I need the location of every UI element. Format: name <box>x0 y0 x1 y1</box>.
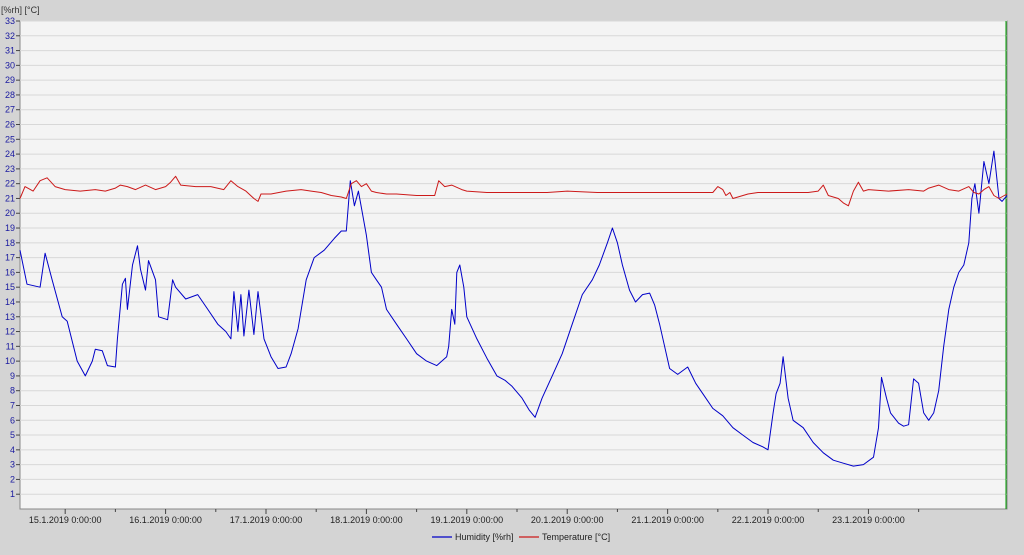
y-tick-label: 4 <box>10 445 15 455</box>
temperature-series-line <box>19 175 1008 207</box>
plot-area <box>19 20 1008 510</box>
y-tick-label: 21 <box>5 193 15 203</box>
y-axis: 1234567891011121314151617181920212223242… <box>5 16 20 499</box>
legend-label: Humidity [%rh] <box>455 532 514 542</box>
y-tick-label: 32 <box>5 31 15 41</box>
grid-lines <box>20 20 1007 495</box>
humidity-series-line <box>19 150 1008 467</box>
y-tick-label: 8 <box>10 386 15 396</box>
x-tick-label: 22.1.2019 0:00:00 <box>732 515 805 525</box>
y-tick-label: 3 <box>10 460 15 470</box>
x-tick-label: 19.1.2019 0:00:00 <box>431 515 504 525</box>
legend-item-temperature: Temperature [°C] <box>519 532 610 542</box>
y-tick-label: 20 <box>5 208 15 218</box>
y-tick-label: 1 <box>10 489 15 499</box>
y-axis-label: [%rh] [°C] <box>1 5 40 15</box>
y-tick-label: 23 <box>5 164 15 174</box>
y-tick-label: 18 <box>5 238 15 248</box>
x-tick-label: 21.1.2019 0:00:00 <box>631 515 704 525</box>
y-tick-label: 28 <box>5 90 15 100</box>
y-tick-label: 26 <box>5 120 15 130</box>
y-tick-label: 30 <box>5 60 15 70</box>
y-tick-label: 13 <box>5 312 15 322</box>
y-tick-label: 14 <box>5 297 15 307</box>
y-tick-label: 22 <box>5 179 15 189</box>
y-tick-label: 9 <box>10 371 15 381</box>
x-tick-label: 15.1.2019 0:00:00 <box>29 515 102 525</box>
legend: Humidity [%rh] Temperature [°C] <box>432 532 610 542</box>
y-tick-label: 12 <box>5 327 15 337</box>
x-tick-label: 18.1.2019 0:00:00 <box>330 515 403 525</box>
y-tick-label: 27 <box>5 105 15 115</box>
y-tick-label: 6 <box>10 415 15 425</box>
y-tick-label: 19 <box>5 223 15 233</box>
y-tick-label: 24 <box>5 149 15 159</box>
x-axis: 15.1.2019 0:00:00 16.1.2019 0:00:00 17.1.2… <box>29 509 920 525</box>
y-tick-label: 31 <box>5 46 15 56</box>
y-tick-label: 2 <box>10 474 15 484</box>
y-tick-label: 16 <box>5 267 15 277</box>
y-tick-label: 25 <box>5 134 15 144</box>
y-tick-label: 15 <box>5 282 15 292</box>
y-tick-label: 33 <box>5 16 15 26</box>
series-lines <box>19 150 1008 467</box>
legend-label: Temperature [°C] <box>542 532 610 542</box>
y-tick-label: 5 <box>10 430 15 440</box>
x-tick-label: 20.1.2019 0:00:00 <box>531 515 604 525</box>
legend-item-humidity: Humidity [%rh] <box>432 532 514 542</box>
y-tick-label: 17 <box>5 253 15 263</box>
y-tick-label: 11 <box>6 341 15 351</box>
y-tick-label: 29 <box>5 75 15 85</box>
x-tick-label: 16.1.2019 0:00:00 <box>129 515 202 525</box>
y-tick-label: 10 <box>5 356 15 366</box>
y-tick-label: 7 <box>10 400 15 410</box>
x-tick-label: 23.1.2019 0:00:00 <box>832 515 905 525</box>
x-tick-label: 17.1.2019 0:00:00 <box>230 515 303 525</box>
